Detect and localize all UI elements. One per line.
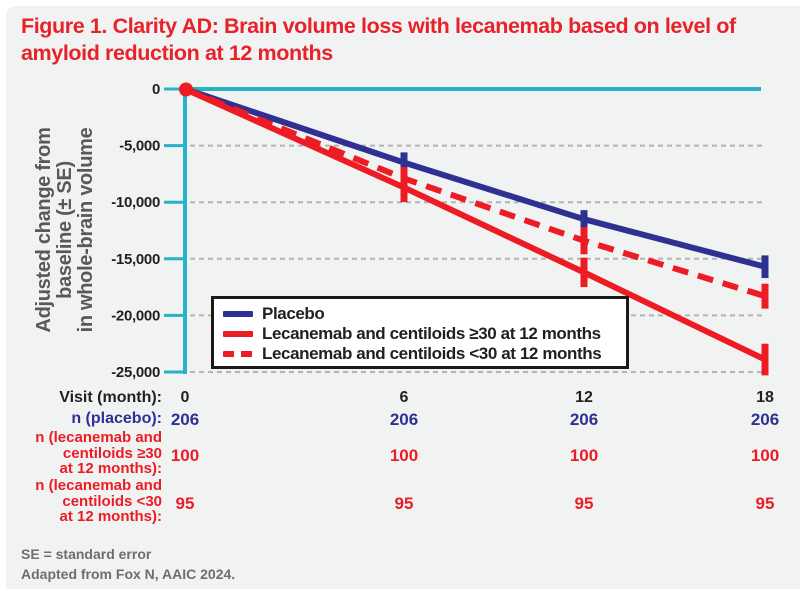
n-lt30-value: 95: [175, 494, 195, 513]
n-placebo-value: 206: [389, 410, 419, 429]
legend-label: Lecanemab and centiloids ≥30 at 12 month…: [262, 324, 601, 343]
n-ge30-value: 100: [750, 446, 780, 465]
n-placebo-value: 206: [750, 410, 780, 429]
legend: Placebo Lecanemab and centiloids ≥30 at …: [211, 296, 629, 369]
n-centiloids-ge30-row-label: n (lecanemab and centiloids ≥30 at 12 mo…: [35, 429, 162, 477]
visit-row-label: Visit (month):: [59, 389, 162, 406]
footnote-se: SE = standard error: [21, 546, 152, 562]
legend-item-centiloids-lt30: Lecanemab and centiloids <30 at 12 month…: [223, 344, 617, 364]
lecanemab-ge30-line-swatch: [223, 331, 253, 337]
y-axis-title-line2: baseline (± SE): [54, 161, 76, 299]
figure-title: Figure 1. Clarity AD: Brain volume loss …: [21, 13, 766, 66]
n-placebo-row-label: n (placebo):: [71, 410, 162, 427]
n-placebo-value: 206: [569, 410, 599, 429]
figure-title-line2: amyloid reduction at 12 months: [21, 40, 333, 65]
n-lt30-value: 95: [755, 494, 775, 513]
legend-item-placebo: Placebo: [223, 304, 617, 324]
visit-month-18: 18: [756, 389, 774, 406]
n-ge30-value: 100: [569, 446, 599, 465]
footnotes: SE = standard error Adapted from Fox N, …: [21, 544, 235, 585]
n-centiloids-lt30-row-label: n (lecanemab and centiloids <30 at 12 mo…: [35, 477, 162, 525]
visit-month-12: 12: [575, 389, 593, 406]
n-placebo-value: 206: [170, 410, 200, 429]
n-lt30-value: 95: [574, 494, 594, 513]
footnote-source: Adapted from Fox N, AAIC 2024.: [21, 566, 236, 583]
legend-label: Lecanemab and centiloids <30 at 12 month…: [262, 344, 602, 363]
figure-title-line1: Figure 1. Clarity AD: Brain volume loss …: [21, 14, 736, 38]
legend-item-centiloids-ge30: Lecanemab and centiloids ≥30 at 12 month…: [223, 324, 617, 344]
placebo-line-swatch: [223, 311, 253, 317]
n-ge30-value: 100: [170, 446, 200, 465]
visit-month-6: 6: [399, 389, 409, 406]
n-ge30-value: 100: [389, 446, 419, 465]
visit-month-0: 0: [180, 389, 190, 406]
lecanemab-lt30-line-swatch: [223, 351, 253, 357]
y-axis-title-line1: Adjusted change from: [33, 127, 55, 333]
y-axis-title: Adjusted change from baseline (± SE) in …: [33, 65, 100, 395]
n-lt30-value: 95: [394, 494, 414, 513]
legend-label: Placebo: [262, 304, 325, 323]
y-axis-title-line3: in whole-brain volume: [75, 127, 97, 333]
